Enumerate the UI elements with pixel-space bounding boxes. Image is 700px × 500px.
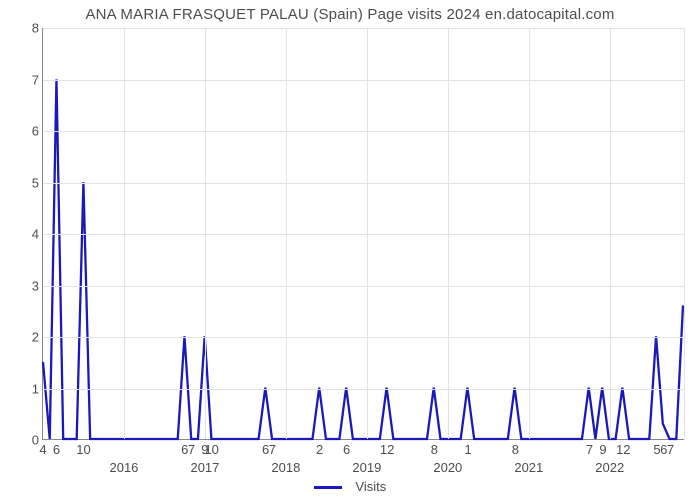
x-axis-category-label: 2019 <box>352 460 381 475</box>
x-axis-value-label: 8 <box>512 442 519 457</box>
x-axis-category-label: 2016 <box>109 460 138 475</box>
y-axis-label: 1 <box>19 381 39 396</box>
y-axis-label: 2 <box>19 330 39 345</box>
x-axis-value-label: 7 <box>667 442 674 457</box>
legend: Visits <box>0 479 700 494</box>
gridline-v <box>205 28 206 439</box>
gridline-h <box>43 286 684 287</box>
y-axis-label: 4 <box>19 227 39 242</box>
gridline-v <box>684 28 685 439</box>
gridline-h <box>43 183 684 184</box>
y-axis-label: 8 <box>19 21 39 36</box>
y-axis-label: 6 <box>19 124 39 139</box>
x-axis-value-label: 2 <box>316 442 323 457</box>
x-axis-category-label: 2017 <box>190 460 219 475</box>
gridline-v <box>286 28 287 439</box>
chart-title: ANA MARIA FRASQUET PALAU (Spain) Page vi… <box>0 6 700 23</box>
plot-area: 0123456784610679106726128187912567201620… <box>42 28 684 440</box>
x-axis-value-label: 10 <box>204 442 218 457</box>
gridline-h <box>43 80 684 81</box>
x-axis-value-label: 8 <box>431 442 438 457</box>
gridline-v <box>610 28 611 439</box>
gridline-v <box>367 28 368 439</box>
gridline-h <box>43 234 684 235</box>
gridline-h <box>43 131 684 132</box>
gridline-v <box>448 28 449 439</box>
x-axis-category-label: 2018 <box>271 460 300 475</box>
gridline-v <box>529 28 530 439</box>
legend-swatch <box>314 486 342 489</box>
x-axis-value-label: 7 <box>269 442 276 457</box>
x-axis-category-label: 2021 <box>514 460 543 475</box>
chart-container: ANA MARIA FRASQUET PALAU (Spain) Page vi… <box>0 0 700 500</box>
y-axis-label: 3 <box>19 278 39 293</box>
x-axis-category-label: 2020 <box>433 460 462 475</box>
gridline-h <box>43 389 684 390</box>
x-axis-value-label: 6 <box>53 442 60 457</box>
x-axis-category-label: 2022 <box>595 460 624 475</box>
x-axis-value-label: 9 <box>599 442 606 457</box>
y-axis-label: 5 <box>19 175 39 190</box>
x-axis-value-label: 7 <box>586 442 593 457</box>
gridline-v <box>124 28 125 439</box>
x-axis-value-label: 6 <box>343 442 350 457</box>
x-axis-value-label: 12 <box>380 442 394 457</box>
visits-line <box>43 79 683 439</box>
x-axis-value-label: 4 <box>39 442 46 457</box>
x-axis-value-label: 7 <box>188 442 195 457</box>
x-axis-value-label: 1 <box>464 442 471 457</box>
legend-label: Visits <box>355 479 386 494</box>
gridline-h <box>43 337 684 338</box>
x-axis-value-label: 10 <box>76 442 90 457</box>
gridline-h <box>43 28 684 29</box>
y-axis-label: 0 <box>19 433 39 448</box>
x-axis-value-label: 12 <box>616 442 630 457</box>
y-axis-label: 7 <box>19 72 39 87</box>
